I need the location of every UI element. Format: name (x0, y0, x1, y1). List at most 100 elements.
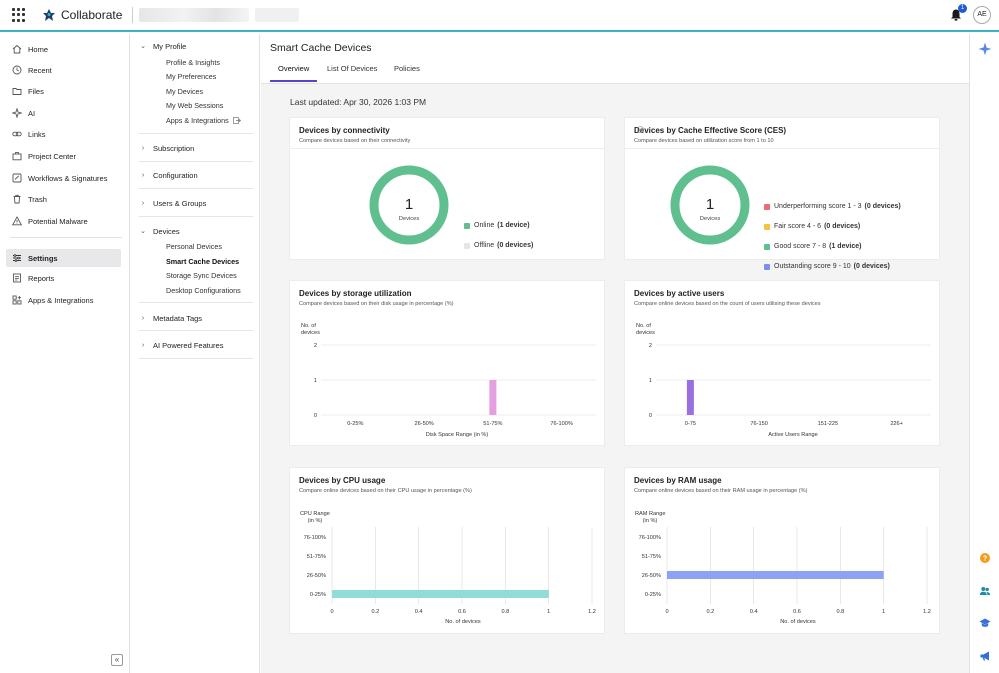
nav-label: Project Center (28, 151, 76, 161)
x-tick-label: 1 (547, 609, 550, 615)
x-tick-label: 0 (665, 609, 668, 615)
nav-item-potential-malware[interactable]: Potential Malware (0, 212, 130, 230)
nav-item-settings[interactable]: Settings (6, 249, 121, 267)
x-tick-label: 76-150 (750, 421, 767, 427)
nav-item-apps-integrations[interactable]: Apps & Integrations (0, 291, 130, 309)
section-subscription[interactable]: › Subscription (139, 141, 194, 155)
x-tick-label: 151-225 (818, 421, 839, 427)
donut-slices (369, 165, 449, 245)
nav-item-recent[interactable]: Recent (0, 61, 130, 79)
section-users-groups[interactable]: › Users & Groups (139, 196, 207, 210)
help-icon[interactable]: ? (979, 552, 991, 564)
card-title: Devices by active users (634, 289, 725, 298)
app-logo[interactable]: Collaborate (42, 8, 122, 22)
submenu-item-my-preferences[interactable]: My Preferences (166, 71, 217, 81)
legend-swatch (764, 263, 770, 270)
user-avatar[interactable]: AE (973, 6, 991, 24)
legend-label: Good score 7 - 8 (774, 243, 827, 250)
section-my-profile[interactable]: ⌄ My Profile (139, 39, 186, 53)
legend-swatch (464, 222, 470, 229)
submenu-divider (139, 302, 253, 303)
legend-swatch (764, 243, 770, 250)
folder-icon (12, 88, 22, 95)
nav-item-ai[interactable]: AI (0, 104, 130, 122)
tab-overview[interactable]: Overview (278, 64, 310, 73)
section-devices[interactable]: ⌄ Devices (139, 224, 180, 238)
chart-plot: 0 0.2 0.4 0.6 0.8 1 1.2 76-100% 51-75% 26-50% 0-25… (639, 527, 931, 615)
ai-assistant-icon[interactable] (978, 42, 992, 56)
section-ai-powered-features[interactable]: › AI Powered Features (139, 338, 224, 352)
tab-policies[interactable]: Policies (394, 64, 420, 73)
nav-item-reports[interactable]: Reports (0, 269, 130, 287)
nav-label: Reports (28, 273, 55, 283)
app-launcher-icon[interactable] (12, 8, 26, 22)
nav-item-trash[interactable]: Trash (0, 190, 130, 208)
section-metadata-tags[interactable]: › Metadata Tags (139, 311, 202, 325)
submenu-item-my-devices[interactable]: My Devices (166, 86, 204, 96)
nav-label: Workflows & Signatures (28, 173, 108, 183)
x-tick-label: 0-25% (347, 421, 363, 427)
info-icon[interactable] (637, 126, 644, 133)
legend-swatch (464, 242, 470, 249)
legend-label: Online (474, 222, 495, 229)
submenu-item-profile-insights[interactable]: Profile & Insights (166, 57, 220, 67)
submenu-divider (139, 330, 253, 331)
submenu-item-apps-integrations[interactable]: Apps & Integrations (166, 114, 241, 126)
submenu-divider (139, 133, 253, 134)
storage-bar-chart: No. of devices 0 1 2 0-25% 26-50% 51-75% 76-10… (301, 323, 596, 438)
nav-item-files[interactable]: Files (0, 82, 130, 100)
bar (667, 571, 884, 579)
nav-item-home[interactable]: Home (0, 40, 130, 58)
nav-label: Recent (28, 65, 52, 75)
logo-separator (132, 7, 134, 23)
submenu-item-my-web-sessions[interactable]: My Web Sessions (166, 100, 224, 110)
tenant-name-redacted (139, 8, 250, 22)
x-tick-label: 0.2 (706, 609, 714, 615)
nav-item-links[interactable]: Links (0, 125, 130, 143)
card-title: Devices by RAM usage (634, 476, 722, 485)
y-axis-label-line1: No. of (636, 323, 651, 329)
nav-divider (10, 237, 122, 238)
legend-fair: Fair score 4 - 6 (0 devices) (764, 223, 860, 230)
section-label: Configuration (153, 170, 198, 180)
nav-label: Trash (28, 194, 47, 204)
main-content: Smart Cache Devices Overview List Of Dev… (261, 34, 969, 673)
card-subtitle: Compare online devices based on their CP… (299, 488, 472, 494)
card-subtitle: Compare online devices based on the coun… (634, 301, 821, 307)
submenu-label: Apps & Integrations (166, 115, 229, 125)
nav-item-workflows[interactable]: Workflows & Signatures (0, 169, 130, 187)
tab-list-of-devices[interactable]: List Of Devices (327, 64, 378, 73)
legend-count: (0 devices) (864, 203, 901, 210)
megaphone-icon[interactable] (979, 650, 991, 662)
y-tick-label: 0-25% (645, 592, 661, 598)
card-title: Devices by Cache Effective Score (CES) (634, 126, 786, 135)
nav-label: Links (28, 129, 46, 139)
legend-label: Underperforming score 1 - 3 (774, 203, 862, 210)
legend-good: Good score 7 - 8 (1 device) (764, 243, 861, 250)
x-tick-label: 0.2 (371, 609, 379, 615)
x-tick-label: 0.8 (501, 609, 509, 615)
users-icon[interactable] (979, 585, 991, 597)
submenu-item-smart-cache-devices[interactable]: Smart Cache Devices (166, 256, 240, 266)
notifications-button[interactable]: 1 (949, 4, 967, 22)
learning-icon[interactable] (979, 617, 991, 629)
legend-outstanding: Outstanding score 9 - 10 (0 devices) (764, 263, 890, 270)
collapse-sidebar-button[interactable]: « (111, 654, 123, 666)
legend-count: (1 device) (497, 222, 530, 229)
y-tick-label: 26-50% (307, 573, 326, 579)
page-header: Smart Cache Devices Overview List Of Dev… (261, 34, 969, 84)
nav-item-project-center[interactable]: Project Center (0, 147, 130, 165)
nav-label: Apps & Integrations (28, 295, 94, 305)
submenu-item-desktop-configurations[interactable]: Desktop Configurations (166, 285, 241, 295)
x-axis-label: Active Users Range (768, 432, 817, 438)
chevron-right-icon: › (141, 341, 145, 349)
submenu-item-personal-devices[interactable]: Personal Devices (166, 241, 222, 251)
section-configuration[interactable]: › Configuration (139, 168, 198, 182)
chevron-right-icon: › (141, 199, 145, 207)
card-divider (625, 148, 939, 149)
section-label: Metadata Tags (153, 313, 203, 323)
submenu-item-storage-sync-devices[interactable]: Storage Sync Devices (166, 270, 237, 280)
legend-label: Outstanding score 9 - 10 (774, 263, 851, 270)
card-subtitle: Compare devices based on their disk usag… (299, 301, 454, 307)
active-tab-indicator (270, 80, 317, 82)
